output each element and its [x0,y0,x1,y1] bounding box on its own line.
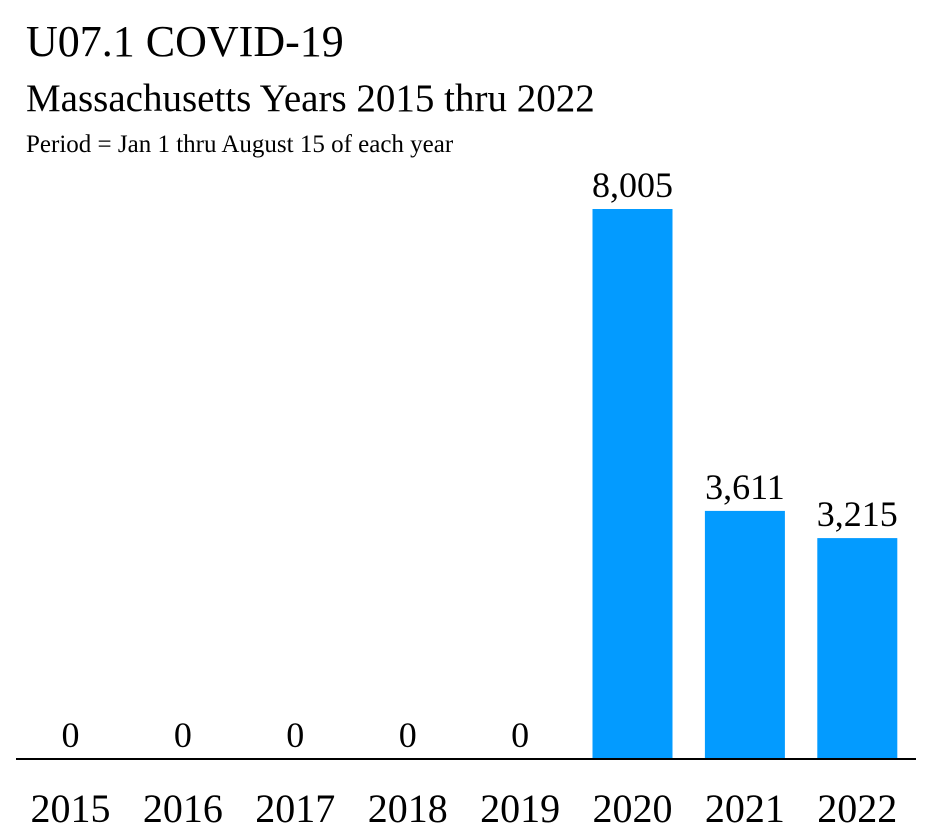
x-tick-label-2019: 2019 [480,786,560,831]
data-label-2022: 3,215 [817,494,898,534]
data-label-2015: 0 [62,715,80,755]
data-label-2019: 0 [511,715,529,755]
x-tick-label-2018: 2018 [368,786,448,831]
chart-subtitle: Massachusetts Years 2015 thru 2022 [26,77,595,120]
chart-title: U07.1 COVID-19 [26,17,344,66]
x-tick-label-2017: 2017 [255,786,335,831]
data-label-2018: 0 [399,715,417,755]
bar-2022 [817,538,898,759]
data-label-2021: 3,611 [705,467,785,507]
data-label-2020: 8,005 [592,165,673,205]
x-tick-label-2022: 2022 [817,786,897,831]
x-tick-labels-group: 2015 2016 2017 2018 2019 2020 2021 2022 [31,786,898,831]
bar-2020 [592,209,673,759]
bars-group [592,209,898,759]
bar-2021 [704,510,785,759]
data-labels-group: 0 0 0 0 0 8,005 3,611 3,215 [62,165,898,755]
x-tick-label-2016: 2016 [143,786,223,831]
data-label-2017: 0 [286,715,304,755]
x-tick-label-2020: 2020 [593,786,673,831]
x-tick-label-2021: 2021 [705,786,785,831]
data-label-2016: 0 [174,715,192,755]
period-note: Period = Jan 1 thru August 15 of each ye… [26,131,454,158]
x-tick-label-2015: 2015 [31,786,111,831]
